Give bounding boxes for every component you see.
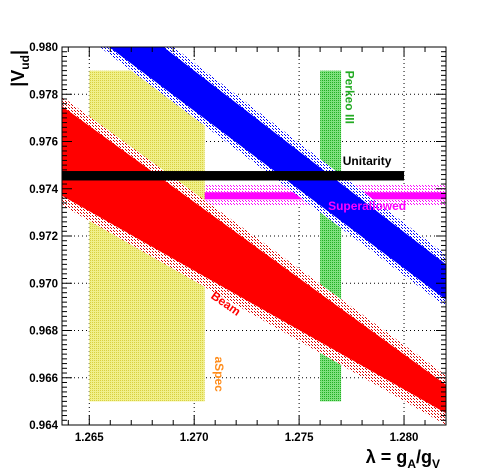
y-tick-label-8: 0.980 <box>29 42 58 54</box>
y-axis-title-close: | <box>8 50 28 55</box>
x-tick-label-0: 1.265 <box>75 432 104 444</box>
y-tick-label-2: 0.968 <box>29 326 58 338</box>
axis-ticks: 1.265 1.270 1.275 1.280 0.964 0.966 0.968 0.970… <box>29 42 447 444</box>
y-tick-label-5: 0.974 <box>29 184 58 196</box>
x-axis-title-sub-a: A <box>407 457 416 471</box>
x-axis-title: λ = gA/gV <box>366 447 440 471</box>
x-tick-label-3: 1.280 <box>390 432 419 444</box>
band-beam <box>62 106 446 414</box>
label-unitarity: Unitarity <box>343 154 392 168</box>
y-tick-label-7: 0.978 <box>29 89 58 101</box>
x-tick-label-2: 1.275 <box>285 432 314 444</box>
x-axis-title-main: λ = g <box>366 447 408 467</box>
y-tick-label-1: 0.966 <box>29 373 58 385</box>
bands-layer <box>62 47 446 425</box>
label-aspec: aSpec <box>212 356 226 392</box>
label-superallowed: Superallowed <box>328 199 406 213</box>
y-axis-title-main: |V <box>8 70 28 87</box>
band-unitarity <box>62 171 405 181</box>
y-tick-label-4: 0.972 <box>29 231 58 243</box>
band-superallowed <box>62 192 446 200</box>
y-tick-label-6: 0.976 <box>29 137 58 149</box>
y-tick-label-3: 0.970 <box>29 278 58 290</box>
y-tick-label-0: 0.964 <box>29 420 58 432</box>
x-tick-label-1: 1.270 <box>180 432 209 444</box>
y-axis-title-sub: ud <box>18 55 32 70</box>
x-axis-title-sub-v: V <box>432 457 440 471</box>
x-axis-title-slash: /g <box>416 447 432 467</box>
y-axis-title: |Vud| <box>8 50 32 87</box>
label-perkeo-iii: Perkeo III <box>342 71 356 124</box>
